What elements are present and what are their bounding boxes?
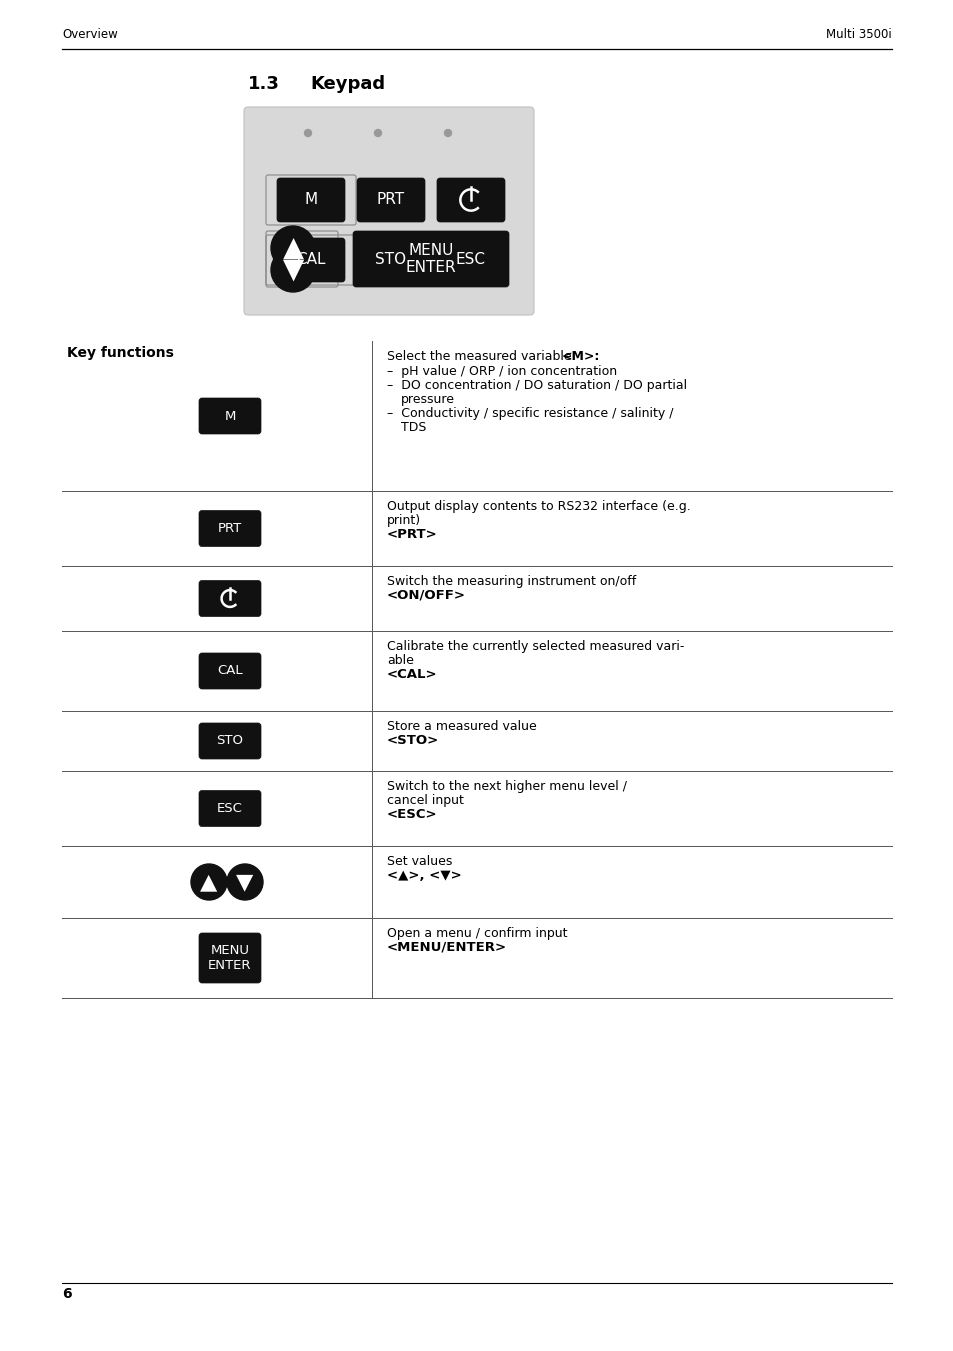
Circle shape <box>375 130 381 136</box>
Text: MENU
ENTER: MENU ENTER <box>405 243 456 276</box>
Text: Switch to the next higher menu level /: Switch to the next higher menu level / <box>387 780 626 793</box>
Circle shape <box>304 130 312 136</box>
Text: Multi 3500i: Multi 3500i <box>825 28 891 41</box>
Text: ▲: ▲ <box>282 234 303 262</box>
Text: Overview: Overview <box>62 28 117 41</box>
Text: 1.3: 1.3 <box>248 76 279 93</box>
Text: Output display contents to RS232 interface (e.g.: Output display contents to RS232 interfa… <box>387 500 690 513</box>
Text: <▲>, <▼>: <▲>, <▼> <box>387 869 461 882</box>
Text: able: able <box>387 654 414 667</box>
FancyBboxPatch shape <box>199 581 261 616</box>
FancyBboxPatch shape <box>356 178 424 222</box>
Text: Store a measured value: Store a measured value <box>387 720 537 734</box>
Text: STO: STO <box>216 735 243 747</box>
Text: –  pH value / ORP / ion concentration: – pH value / ORP / ion concentration <box>387 365 617 378</box>
Text: <ON/OFF>: <ON/OFF> <box>387 589 465 603</box>
Text: M: M <box>224 409 235 423</box>
Circle shape <box>191 865 227 900</box>
FancyBboxPatch shape <box>276 238 345 282</box>
Text: ESC: ESC <box>456 253 485 267</box>
Text: CAL: CAL <box>296 253 325 267</box>
Text: <PRT>: <PRT> <box>387 528 437 540</box>
FancyBboxPatch shape <box>353 231 509 286</box>
Text: Calibrate the currently selected measured vari-: Calibrate the currently selected measure… <box>387 640 683 653</box>
FancyBboxPatch shape <box>199 399 261 434</box>
Text: 6: 6 <box>62 1288 71 1301</box>
FancyBboxPatch shape <box>244 107 534 315</box>
Text: CAL: CAL <box>217 665 243 677</box>
Text: Open a menu / confirm input: Open a menu / confirm input <box>387 927 567 940</box>
Text: MENU
ENTER: MENU ENTER <box>208 944 252 971</box>
Text: ▲: ▲ <box>200 871 217 892</box>
Text: cancel input: cancel input <box>387 794 463 807</box>
Text: <M>:: <M>: <box>561 350 599 363</box>
FancyBboxPatch shape <box>199 790 261 827</box>
FancyBboxPatch shape <box>199 511 261 547</box>
FancyBboxPatch shape <box>199 723 261 759</box>
Text: ESC: ESC <box>217 802 243 815</box>
Text: PRT: PRT <box>376 192 405 208</box>
Text: –  Conductivity / specific resistance / salinity /: – Conductivity / specific resistance / s… <box>387 407 673 420</box>
FancyBboxPatch shape <box>356 238 424 282</box>
Text: Set values: Set values <box>387 855 452 867</box>
FancyBboxPatch shape <box>199 653 261 689</box>
Text: <CAL>: <CAL> <box>387 667 437 681</box>
Text: <ESC>: <ESC> <box>387 808 437 821</box>
Text: Keypad: Keypad <box>310 76 385 93</box>
FancyBboxPatch shape <box>436 238 504 282</box>
Circle shape <box>227 865 263 900</box>
Text: ▼: ▼ <box>236 871 253 892</box>
Circle shape <box>271 249 314 292</box>
FancyBboxPatch shape <box>436 178 504 222</box>
Text: TDS: TDS <box>400 422 426 434</box>
Text: ▼: ▼ <box>282 255 303 284</box>
Text: PRT: PRT <box>217 521 242 535</box>
Text: M: M <box>304 192 317 208</box>
Text: Select the measured variable: Select the measured variable <box>387 350 575 363</box>
Text: <MENU/ENTER>: <MENU/ENTER> <box>387 942 507 954</box>
Text: Key functions: Key functions <box>67 346 173 359</box>
Text: <STO>: <STO> <box>387 734 438 747</box>
FancyBboxPatch shape <box>199 934 261 984</box>
FancyBboxPatch shape <box>276 178 345 222</box>
Text: Switch the measuring instrument on/off: Switch the measuring instrument on/off <box>387 576 636 588</box>
Text: –  DO concentration / DO saturation / DO partial: – DO concentration / DO saturation / DO … <box>387 380 686 392</box>
Text: STO: STO <box>375 253 406 267</box>
Text: print): print) <box>387 513 420 527</box>
Circle shape <box>444 130 451 136</box>
Circle shape <box>271 226 314 270</box>
Text: pressure: pressure <box>400 393 455 407</box>
